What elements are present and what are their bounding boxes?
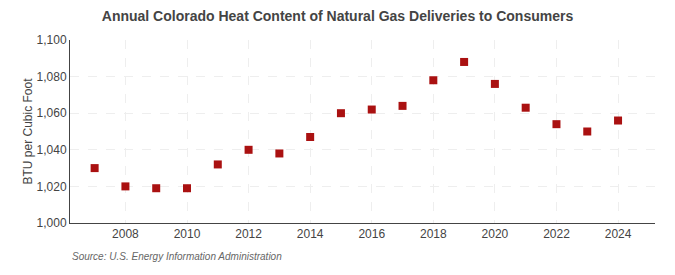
svg-text:1,060: 1,060 <box>37 106 67 120</box>
svg-text:1,000: 1,000 <box>37 216 67 230</box>
svg-text:2008: 2008 <box>112 227 139 241</box>
svg-text:2024: 2024 <box>605 227 632 241</box>
svg-text:BTU per Cubic Foot: BTU per Cubic Foot <box>21 78 35 185</box>
svg-text:2010: 2010 <box>174 227 201 241</box>
svg-text:2012: 2012 <box>235 227 262 241</box>
svg-text:1,080: 1,080 <box>37 70 67 84</box>
svg-text:2018: 2018 <box>420 227 447 241</box>
svg-text:1,040: 1,040 <box>37 143 67 157</box>
svg-text:1,100: 1,100 <box>37 33 67 47</box>
svg-text:2014: 2014 <box>297 227 324 241</box>
svg-text:2022: 2022 <box>543 227 570 241</box>
svg-text:2020: 2020 <box>482 227 509 241</box>
svg-text:Source: U.S. Energy Informatio: Source: U.S. Energy Information Administ… <box>72 251 282 262</box>
svg-text:Annual Colorado Heat Content o: Annual Colorado Heat Content of Natural … <box>102 8 574 24</box>
svg-text:1,020: 1,020 <box>37 180 67 194</box>
svg-text:2016: 2016 <box>358 227 385 241</box>
